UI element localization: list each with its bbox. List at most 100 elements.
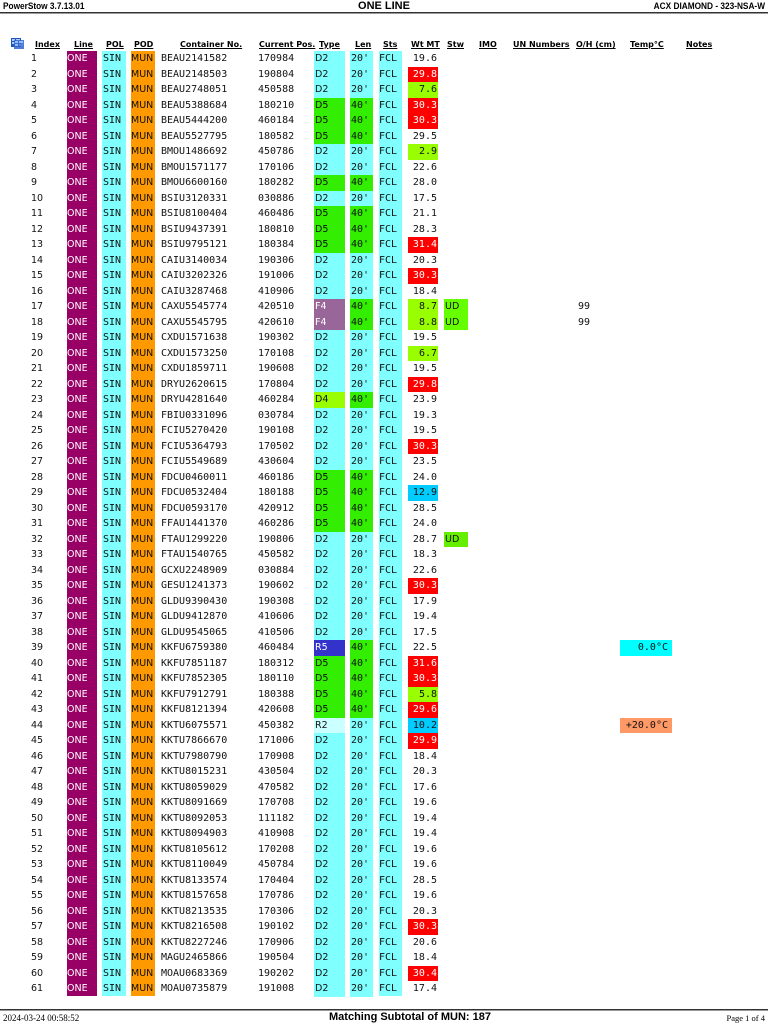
table-row[interactable]: 50 ONE SIN MUN KKTU8092053 111182 D2 20' FCL 19.4 [0, 810, 768, 826]
status: FCL [379, 363, 398, 374]
table-row[interactable]: 17 ONE SIN MUN CAXU5545774 420510 F4 40' FCL 8.7 U… [0, 299, 768, 315]
table-row[interactable]: 57 ONE SIN MUN KKTU8216508 190102 D2 20' FCL 30.3 [0, 919, 768, 935]
table-row[interactable]: 28 ONE SIN MUN FDCU0460011 460186 D5 40' FCL 24.0 [0, 469, 768, 485]
table-row[interactable]: 25 ONE SIN MUN FCIU5270420 190108 D2 20' FCL 19.5 [0, 423, 768, 439]
table-row[interactable]: 31 ONE SIN MUN FFAU1441370 460286 D5 40' FCL 24.0 [0, 516, 768, 532]
container-length: 20' [350, 764, 373, 780]
row-index: 13 [31, 239, 44, 250]
status: FCL [379, 161, 398, 173]
col-header-pod[interactable]: POD [134, 40, 154, 49]
port-of-loading: SIN [103, 347, 122, 359]
table-row[interactable]: 61 ONE SIN MUN MOAU0735879 191008 D2 20' FCL 17.4 [0, 981, 768, 997]
port-of-loading: SIN [103, 456, 122, 467]
table-row[interactable]: 34 ONE SIN MUN GCXU2248909 030884 D2 20' FCL 22.6 [0, 562, 768, 578]
container-number: DRYU2620615 [161, 378, 228, 390]
table-grid-icon[interactable] [11, 38, 24, 49]
col-header-type[interactable]: Type [319, 40, 340, 49]
col-header-container-no[interactable]: Container No. [180, 40, 243, 49]
status: FCL [379, 409, 398, 421]
row-index: 15 [31, 270, 44, 281]
table-row[interactable]: 29 ONE SIN MUN FDCU0532404 180188 D5 40' FCL 12.9 [0, 485, 768, 501]
col-header-index[interactable]: Index [35, 40, 60, 49]
table-row[interactable]: 53 ONE SIN MUN KKTU8110049 450784 D2 20' FCL 19.6 [0, 857, 768, 873]
col-header-len[interactable]: Len [355, 40, 372, 49]
line-operator: ONE [67, 99, 88, 111]
table-row[interactable]: 6 ONE SIN MUN BEAU5527795 180582 D5 40' FCL 29.5 [0, 128, 768, 144]
container-number: KKFU7852305 [161, 673, 228, 684]
table-row[interactable]: 20 ONE SIN MUN CXDU1573250 170108 D2 20' FCL 6.7 [0, 345, 768, 361]
col-header-oh-cm[interactable]: O/H (cm) [576, 40, 616, 49]
line-operator: ONE [67, 394, 88, 405]
status: FCL [379, 285, 398, 297]
table-row[interactable]: 8 ONE SIN MUN BMOU1571177 170106 D2 20' FCL 22.6 [0, 159, 768, 175]
table-row[interactable]: 14 ONE SIN MUN CAIU3140034 190306 D2 20' FCL 20.3 [0, 252, 768, 268]
table-row[interactable]: 32 ONE SIN MUN FTAU1299220 190806 D2 20' FCL 28.7… [0, 531, 768, 547]
table-row[interactable]: 42 ONE SIN MUN KKFU7912791 180388 D5 40' FCL 5.8 [0, 686, 768, 702]
table-row[interactable]: 40 ONE SIN MUN KKFU7851187 180312 D5 40' FCL 31.6 [0, 655, 768, 671]
col-header-un-numbers[interactable]: UN Numbers [513, 40, 570, 49]
status: FCL [379, 719, 398, 731]
table-row[interactable]: 2 ONE SIN MUN BEAU2148503 190804 D2 20' FCL 29.8 [0, 66, 768, 82]
col-header-stw[interactable]: Stw [447, 40, 464, 49]
table-row[interactable]: 9 ONE SIN MUN BMOU6600160 180282 D5 40' FCL 28.0 [0, 175, 768, 191]
col-header-current-pos[interactable]: Current Pos. [259, 40, 316, 49]
table-row[interactable]: 35 ONE SIN MUN GESU1241373 190602 D2 20' FCL 30.3 [0, 578, 768, 594]
current-position: 460186 [258, 471, 295, 483]
table-row[interactable]: 19 ONE SIN MUN CXDU1571638 190302 D2 20' FCL 19.5 [0, 330, 768, 346]
table-row[interactable]: 48 ONE SIN MUN KKTU8059029 470582 D2 20' FCL 17.6 [0, 779, 768, 795]
col-header-line[interactable]: Line [74, 40, 93, 49]
table-row[interactable]: 46 ONE SIN MUN KKTU7980790 170908 D2 20' FCL 18.4 [0, 748, 768, 764]
table-row[interactable]: 10 ONE SIN MUN BSIU3120331 030886 D2 20' FCL 17.5 [0, 190, 768, 206]
table-row[interactable]: 59 ONE SIN MUN MAGU2465866 190504 D2 20' FCL 18.4 [0, 950, 768, 966]
table-row[interactable]: 23 ONE SIN MUN DRYU4281640 460284 D4 40' FCL 23.9 [0, 392, 768, 408]
col-header-notes[interactable]: Notes [686, 40, 713, 49]
container-number: BEAU5388684 [161, 99, 228, 111]
col-header-temp-c[interactable]: Temp°C [630, 40, 664, 49]
table-row[interactable]: 58 ONE SIN MUN KKTU8227246 170906 D2 20' FCL 20.6 [0, 934, 768, 950]
table-row[interactable]: 55 ONE SIN MUN KKTU8157658 170786 D2 20' FCL 19.6 [0, 888, 768, 904]
table-row[interactable]: 37 ONE SIN MUN GLDU9412870 410606 D2 20' FCL 19.4 [0, 609, 768, 625]
container-number: CAXU5545795 [161, 316, 228, 328]
table-row[interactable]: 51 ONE SIN MUN KKTU8094903 410908 D2 20' FCL 19.4 [0, 826, 768, 842]
status: FCL [379, 750, 398, 762]
table-row[interactable]: 41 ONE SIN MUN KKFU7852305 180110 D5 40' FCL 30.3 [0, 671, 768, 687]
table-row[interactable]: 24 ONE SIN MUN FBIU0331096 030784 D2 20' FCL 19.3 [0, 407, 768, 423]
col-header-wt-mt[interactable]: Wt MT [411, 40, 440, 49]
table-row[interactable]: 12 ONE SIN MUN BSIU9437391 180810 D5 40' FCL 28.3 [0, 221, 768, 237]
table-row[interactable]: 45 ONE SIN MUN KKTU7866670 171006 D2 20' FCL 29.9 [0, 733, 768, 749]
row-index: 32 [31, 533, 44, 545]
table-row[interactable]: 60 ONE SIN MUN MOAU0683369 190202 D2 20' FCL 30.4 [0, 965, 768, 981]
table-row[interactable]: 7 ONE SIN MUN BMOU1486692 450786 D2 20' FCL 2.9 [0, 144, 768, 160]
table-row[interactable]: 15 ONE SIN MUN CAIU3202326 191006 D2 20' FCL 30.3 [0, 268, 768, 284]
col-header-sts[interactable]: Sts [383, 40, 398, 49]
table-row[interactable]: 52 ONE SIN MUN KKTU8105612 170208 D2 20' FCL 19.6 [0, 841, 768, 857]
table-row[interactable]: 13 ONE SIN MUN BSIU9795121 180384 D5 40' FCL 31.4 [0, 237, 768, 253]
table-row[interactable]: 1 ONE SIN MUN BEAU2141582 170984 D2 20' FCL 19.6 [0, 51, 768, 67]
table-row[interactable]: 43 ONE SIN MUN KKFU8121394 420608 D5 40' FCL 29.6 [0, 702, 768, 718]
table-row[interactable]: 54 ONE SIN MUN KKTU8133574 170404 D2 20' FCL 28.5 [0, 872, 768, 888]
table-row[interactable]: 26 ONE SIN MUN FCIU5364793 170502 D2 20' FCL 30.3 [0, 438, 768, 454]
port-of-discharge: MUN [131, 781, 154, 793]
table-row[interactable]: 18 ONE SIN MUN CAXU5545795 420610 F4 40' FCL 8.8 U… [0, 314, 768, 330]
table-row[interactable]: 22 ONE SIN MUN DRYU2620615 170804 D2 20' FCL 29.8 [0, 376, 768, 392]
table-row[interactable]: 56 ONE SIN MUN KKTU8213535 170306 D2 20' FCL 20.3 [0, 903, 768, 919]
table-row[interactable]: 49 ONE SIN MUN KKTU8091669 170708 D2 20' FCL 19.6 [0, 795, 768, 811]
table-row[interactable]: 5 ONE SIN MUN BEAU5444200 460184 D5 40' FCL 30.3 [0, 113, 768, 129]
table-row[interactable]: 27 ONE SIN MUN FCIU5549689 430604 D2 20' FCL 23.5 [0, 454, 768, 470]
table-row[interactable]: 38 ONE SIN MUN GLDU9545065 410506 D2 20' FCL 17.5 [0, 624, 768, 640]
table-row[interactable]: 16 ONE SIN MUN CAIU3287468 410906 D2 20' FCL 18.4 [0, 283, 768, 299]
table-row[interactable]: 3 ONE SIN MUN BEAU2748051 450588 D2 20' FCL 7.6 [0, 82, 768, 98]
status: FCL [379, 874, 398, 886]
col-header-pol[interactable]: POL [106, 40, 124, 49]
table-row[interactable]: 30 ONE SIN MUN FDCU0593170 420912 D5 40' FCL 28.5 [0, 500, 768, 516]
table-row[interactable]: 4 ONE SIN MUN BEAU5388684 180210 D5 40' FCL 30.3 [0, 97, 768, 113]
table-row[interactable]: 33 ONE SIN MUN FTAU1540765 450582 D2 20' FCL 18.3 [0, 547, 768, 563]
row-index: 46 [31, 750, 44, 762]
table-row[interactable]: 39 ONE SIN MUN KKFU6759380 460484 R5 40' FCL 22.5… [0, 640, 768, 656]
table-row[interactable]: 36 ONE SIN MUN GLDU9390430 190308 D2 20' FCL 17.9 [0, 593, 768, 609]
table-row[interactable]: 47 ONE SIN MUN KKTU8015231 430504 D2 20' FCL 20.3 [0, 764, 768, 780]
table-row[interactable]: 21 ONE SIN MUN CXDU1859711 190608 D2 20' FCL 19.5 [0, 361, 768, 377]
table-row[interactable]: 44 ONE SIN MUN KKTU6075571 450382 R2 20' FCL 10.2… [0, 717, 768, 733]
col-header-imo[interactable]: IMO [479, 40, 497, 49]
table-row[interactable]: 11 ONE SIN MUN BSIU8100404 460486 D5 40' FCL 21.1 [0, 206, 768, 222]
